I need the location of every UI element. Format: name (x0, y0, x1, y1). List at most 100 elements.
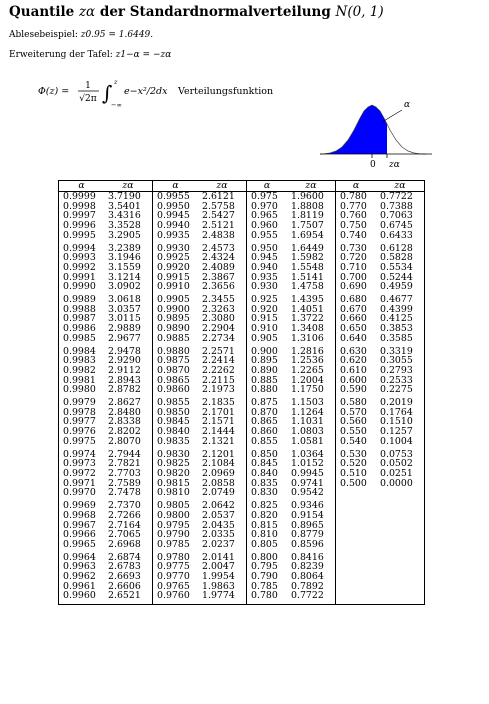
alpha-cell: 0.9972 (58, 469, 104, 479)
alpha-cell: 0.870 (251, 406, 278, 418)
alpha-cell: 0.860 (251, 426, 278, 438)
title-symbol: zα (78, 4, 96, 20)
z-cell: 3.3528 (104, 221, 153, 231)
alpha-cell: 0.670 (340, 303, 367, 315)
z-cell: 2.1973 (198, 385, 247, 399)
alpha-cell: 0.9955 (157, 191, 190, 202)
alpha-cell: 0.9880 (157, 345, 190, 357)
z-cell: 2.6521 (104, 591, 153, 606)
z-cell: 3.2389 (104, 243, 153, 254)
header-alpha-4: α (335, 180, 376, 192)
alpha-cell: 0.770 (340, 200, 367, 212)
alpha-cell: 0.530 (340, 448, 367, 460)
z-cell: 0.7722 (376, 191, 425, 202)
alpha-cell: 0.840 (251, 467, 278, 479)
z-cell: 2.3455 (198, 295, 247, 305)
cdf-frac-num: 1 (85, 81, 91, 91)
z-cell: 0.8596 (287, 540, 336, 553)
table-row: 0.9968 2.7266 0.9800 2.0537 0.820 0.9154 (58, 511, 425, 521)
z-cell: 2.1201 (198, 449, 247, 460)
z-cell: 1.4758 (287, 282, 336, 296)
alpha-cell: 0.9986 (58, 324, 104, 334)
z-cell: 0.0251 (376, 469, 425, 479)
z-cell: 2.2734 (198, 334, 247, 347)
alpha-cell: 0.9968 (58, 511, 104, 521)
z-cell: 0.7063 (376, 211, 425, 222)
z-cell: 0.9154 (287, 511, 336, 521)
alpha-cell: 0.945 (251, 252, 278, 264)
alpha-cell: 0.9970 (58, 488, 104, 502)
z-cell: 2.0969 (198, 469, 247, 479)
z-cell: 2.2571 (198, 346, 247, 357)
z-cell: 1.2004 (287, 375, 336, 386)
table-row: 0.9992 3.1559 0.9920 2.4089 0.940 1.5548 0.710… (58, 263, 425, 273)
alpha-cell: 0.9984 (58, 346, 104, 357)
z-cell: 2.0335 (198, 530, 247, 540)
alpha-cell: 0.9988 (58, 305, 104, 315)
alpha-cell: 0.740 (340, 229, 367, 241)
alpha-cell: 0.590 (340, 384, 367, 396)
z-cell: 2.1835 (198, 398, 247, 408)
alpha-cell: 0.9992 (58, 263, 104, 273)
header-z-2: zα (198, 180, 247, 192)
z-cell: 1.3106 (287, 334, 336, 347)
alpha-cell: 0.9850 (157, 406, 190, 418)
density-curve (319, 104, 427, 155)
z-cell: 2.9677 (104, 334, 153, 347)
alpha-cell: 0.915 (251, 313, 278, 325)
table-row: 0.9998 3.5401 0.9950 2.5758 0.970 1.8808 0.770… (58, 200, 425, 212)
z-cell: 1.4051 (287, 305, 336, 315)
z-cell: 2.8480 (104, 408, 153, 418)
table-row: 0.9980 2.8782 0.9860 2.1973 0.880 1.1750 0.590… (58, 384, 425, 399)
alpha-cell: 0.9982 (58, 366, 104, 376)
alpha-cell: 0.560 (340, 416, 367, 428)
z-cell: 2.7065 (104, 530, 153, 540)
z-cell: 2.9478 (104, 346, 153, 357)
table-row: 0.9995 3.2905 0.9935 2.4838 0.955 1.6954 0.740… (58, 229, 425, 244)
alpha-cell: 0.9969 (58, 501, 104, 511)
z-cell (376, 501, 425, 511)
z-cell: 0.6745 (376, 221, 425, 231)
extension-formula: z1−α = −zα (115, 50, 172, 60)
alpha-cell: 0.700 (340, 271, 367, 283)
z-cell: 0.7892 (287, 582, 336, 592)
alpha-cell: 0.890 (251, 364, 278, 376)
cdf-label: Verteilungsfunktion (177, 86, 273, 97)
alpha-cell: 0.9964 (58, 552, 104, 563)
alpha-cell: 0.9885 (157, 332, 190, 344)
z-cell: 3.1946 (104, 253, 153, 263)
z-cell: 0.5534 (376, 263, 425, 273)
alpha-cell (336, 511, 377, 521)
alpha-cell: 0.9997 (58, 211, 104, 222)
header-alpha-2: α (152, 180, 198, 192)
alpha-cell (336, 572, 377, 582)
z-cell (376, 552, 425, 563)
alpha-cell: 0.9978 (58, 408, 104, 418)
z-cell: 1.2265 (287, 366, 336, 376)
z-cell: 1.7507 (287, 221, 336, 231)
alpha-cell: 0.9985 (58, 334, 104, 347)
header-z-1: zα (104, 180, 153, 192)
z-cell: 0.4677 (376, 295, 425, 305)
example-label: Ablesebeispiel: (9, 30, 78, 40)
alpha-cell: 0.640 (340, 332, 367, 344)
table-row: 0.9985 2.9677 0.9885 2.2734 0.905 1.3106 0.640… (58, 332, 425, 347)
z-cell (376, 530, 425, 540)
z-cell: 2.7478 (104, 488, 153, 502)
table-row: 0.9962 2.6693 0.9770 1.9954 0.790 0.8064 (58, 572, 425, 582)
z-cell: 0.8779 (287, 530, 336, 540)
table-row: 0.9971 2.7589 0.9815 2.0858 0.835 0.9741 0.500… (58, 478, 425, 489)
z-cell: 1.5548 (287, 263, 336, 273)
z-cell: 1.5141 (287, 272, 336, 283)
alpha-cell: 0.660 (340, 313, 367, 325)
z-cell: 3.1559 (104, 263, 153, 273)
alpha-cell: 0.9940 (157, 220, 190, 232)
example-formula: z0.95 = 1.6449. (80, 30, 154, 40)
alpha-cell: 0.970 (251, 200, 278, 212)
alpha-cell: 0.810 (251, 529, 278, 541)
z-cell: 2.1084 (198, 459, 247, 469)
z-cell: 2.7703 (104, 469, 153, 479)
header-alpha-1: α (58, 180, 104, 192)
alpha-cell: 0.9930 (157, 242, 190, 254)
alpha-cell (336, 582, 377, 592)
